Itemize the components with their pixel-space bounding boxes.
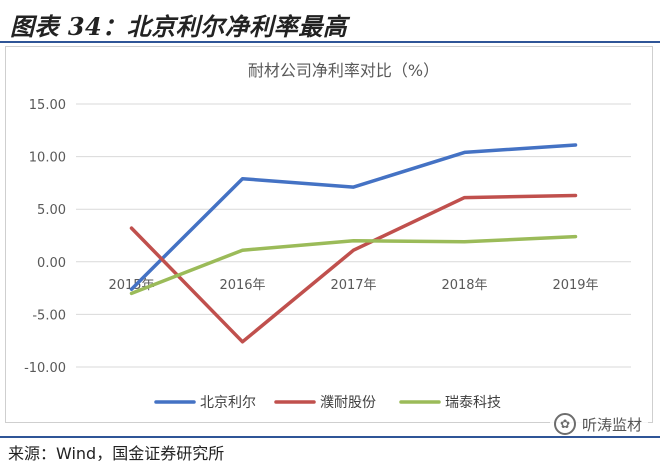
figure-title: 图表 34：北京利尔净利率最高 — [10, 12, 348, 41]
chart-canvas: 耐材公司净利率对比（%） 15.00 10.00 5.00 0.00 -5.00 -10.0… — [24, 61, 631, 411]
y-tick-label: 10.00 — [29, 151, 66, 166]
source-footer: 来源：Wind，国金证券研究所 — [0, 436, 660, 463]
header-divider — [0, 41, 660, 43]
y-tick-label: 0.00 — [37, 256, 66, 271]
chart-title: 耐材公司净利率对比（%） — [248, 61, 439, 80]
x-tick-label: 2017年 — [330, 278, 376, 293]
series-line — [129, 234, 578, 296]
chart-area: 耐材公司净利率对比（%） 15.00 10.00 5.00 0.00 -5.00 -10.0… — [5, 46, 653, 423]
figure-header: 图表 34：北京利尔净利率最高 — [0, 0, 660, 43]
wechat-icon: ✿ — [553, 413, 576, 435]
x-tick-label: 2019年 — [552, 278, 598, 293]
x-tick-label: 2016年 — [219, 278, 265, 293]
source-text: 来源：Wind，国金证券研究所 — [8, 444, 225, 463]
legend-label: 濮耐股份 — [320, 395, 376, 411]
series-line — [129, 193, 578, 344]
y-tick-label: 15.00 — [29, 98, 66, 113]
series-line — [129, 143, 578, 291]
y-tick-label: 5.00 — [37, 203, 66, 218]
legend-label: 北京利尔 — [200, 395, 256, 411]
watermark-text: 听涛监材 — [581, 415, 642, 434]
legend-label: 瑞泰科技 — [445, 395, 501, 411]
watermark: ✿ 听涛监材 — [549, 412, 648, 436]
y-tick-label: -5.00 — [32, 308, 66, 323]
x-tick-label: 2018年 — [441, 278, 487, 293]
y-tick-label: -10.00 — [24, 361, 66, 376]
